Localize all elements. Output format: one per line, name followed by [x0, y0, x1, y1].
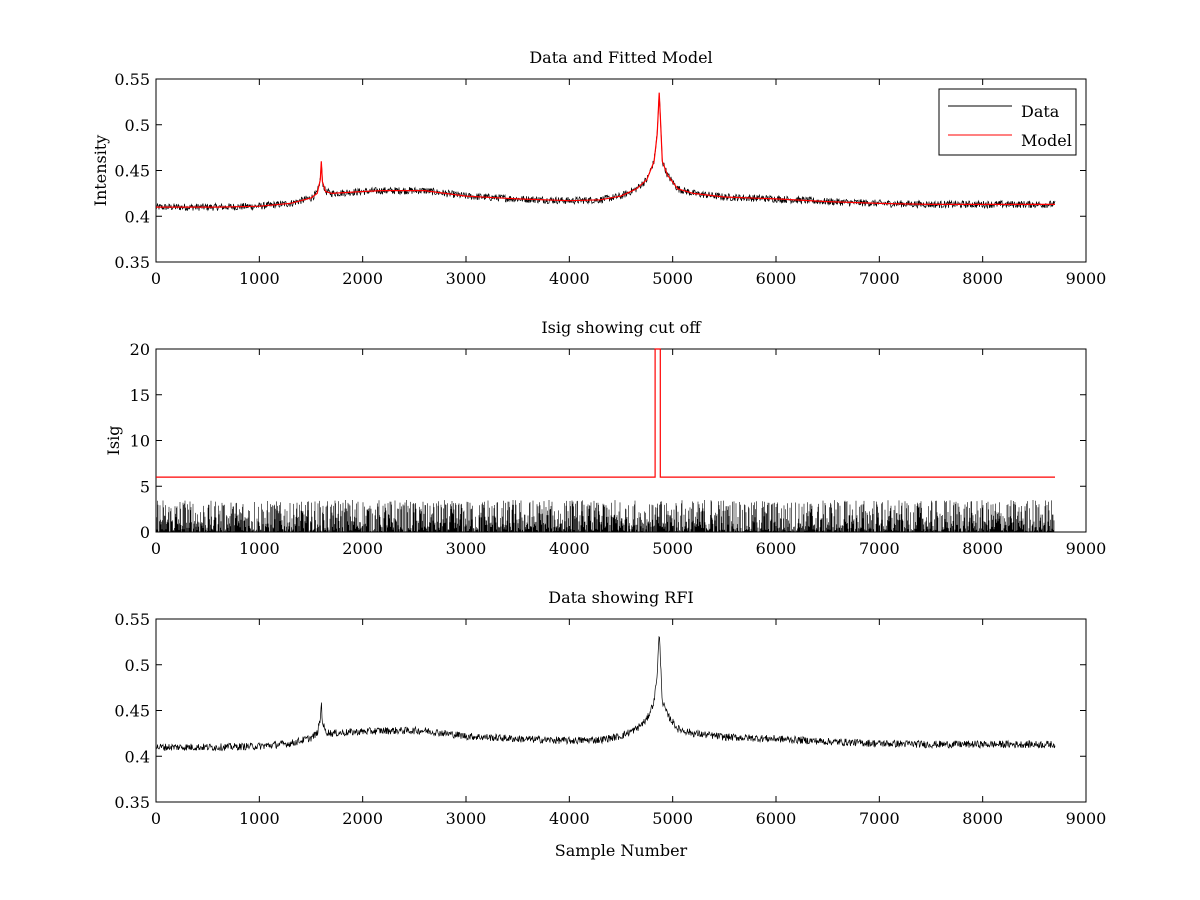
x-tick-label: 7000: [859, 539, 900, 558]
y-axis-label: Isig: [104, 426, 123, 456]
y-tick-label: 0.45: [114, 162, 150, 181]
x-tick-label: 5000: [652, 269, 693, 288]
y-tick-label: 0.55: [114, 70, 150, 89]
legend: Data Model: [938, 88, 1077, 156]
x-tick-label: 1000: [239, 809, 280, 828]
x-tick-label: 0: [151, 269, 161, 288]
y-tick-label: 5: [140, 477, 150, 496]
series-layer: [155, 348, 1056, 532]
y-tick-label: 0.4: [125, 747, 150, 766]
ticks-layer: 0 1000 2000 3000 4000 5000 6000 7000 8000 9000 0.3…: [114, 70, 1106, 288]
x-tick-label: 7000: [859, 269, 900, 288]
y-tick-label: 0.4: [125, 207, 150, 226]
y-tick-label: 0: [140, 523, 150, 542]
chart-title: Isig showing cut off: [541, 318, 702, 337]
x-tick-label: 3000: [446, 269, 487, 288]
series-data: [155, 94, 1056, 212]
x-tick-label: 2000: [342, 809, 383, 828]
panel-data-and-model: 0 1000 2000 3000 4000 5000 6000 7000 8000 9000 0.3…: [91, 48, 1106, 288]
x-tick-label: 5000: [652, 809, 693, 828]
chart-title: Data showing RFI: [548, 588, 693, 607]
axes-frame: [155, 348, 1087, 533]
x-tick-label: 2000: [342, 269, 383, 288]
x-tick-label: 7000: [859, 809, 900, 828]
legend-label-data: Data: [1021, 102, 1060, 121]
y-axis-label: Intensity: [91, 135, 110, 207]
x-tick-label: 8000: [962, 269, 1003, 288]
x-tick-label: 3000: [446, 539, 487, 558]
y-tick-label: 0.35: [114, 253, 150, 272]
series-data: [155, 635, 1056, 752]
y-tick-label: 0.5: [125, 116, 150, 135]
axes-frame: [155, 618, 1087, 803]
legend-box: [938, 88, 1077, 156]
x-tick-label: 1000: [239, 269, 280, 288]
x-tick-label: 9000: [1066, 809, 1107, 828]
x-tick-label: 4000: [549, 809, 590, 828]
y-tick-label: 20: [130, 340, 150, 359]
panel-isig-cutoff: 0 1000 2000 3000 4000 5000 6000 7000 8000 9000 0 5 1…: [104, 318, 1106, 558]
y-tick-label: 10: [130, 432, 150, 451]
y-tick-label: 0.35: [114, 793, 150, 812]
series-isig: [155, 500, 1056, 532]
ticks-layer: 0 1000 2000 3000 4000 5000 6000 7000 8000 9000 0 5 1…: [130, 340, 1107, 558]
x-tick-label: 2000: [342, 539, 383, 558]
panel-data-rfi: 0 1000 2000 3000 4000 5000 6000 7000 8000 9000 0.3…: [114, 588, 1106, 860]
legend-label-model: Model: [1021, 131, 1072, 150]
chart-title: Data and Fitted Model: [529, 48, 712, 67]
series-cut-off: [156, 348, 1055, 478]
ticks-layer: 0 1000 2000 3000 4000 5000 6000 7000 8000 9000 0.3…: [114, 610, 1106, 828]
x-tick-label: 5000: [652, 539, 693, 558]
x-tick-label: 4000: [549, 269, 590, 288]
x-tick-label: 0: [151, 539, 161, 558]
y-tick-label: 0.55: [114, 610, 150, 629]
y-tick-label: 15: [130, 386, 150, 405]
y-tick-label: 0.5: [125, 656, 150, 675]
series-layer: [155, 92, 1056, 212]
x-tick-label: 6000: [756, 809, 797, 828]
x-tick-label: 9000: [1066, 269, 1107, 288]
x-tick-label: 8000: [962, 539, 1003, 558]
x-tick-label: 4000: [549, 539, 590, 558]
x-axis-label: Sample Number: [555, 841, 688, 860]
x-tick-label: 9000: [1066, 539, 1107, 558]
x-tick-label: 6000: [756, 539, 797, 558]
series-model: [156, 92, 1055, 208]
x-tick-label: 0: [151, 809, 161, 828]
y-tick-label: 0.45: [114, 702, 150, 721]
x-tick-label: 1000: [239, 539, 280, 558]
x-tick-label: 3000: [446, 809, 487, 828]
x-tick-label: 6000: [756, 269, 797, 288]
x-tick-label: 8000: [962, 809, 1003, 828]
axes-frame: [155, 78, 1087, 263]
series-layer: [155, 635, 1056, 752]
